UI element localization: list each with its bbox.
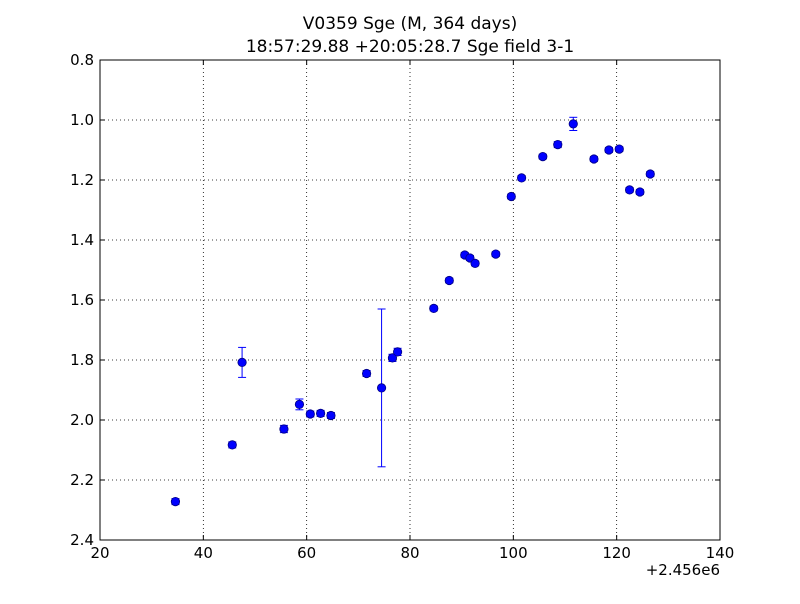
- data-marker: [553, 140, 563, 150]
- data-point: [568, 116, 578, 131]
- data-marker: [614, 144, 624, 154]
- data-marker: [506, 191, 516, 202]
- tick-labels: 20 40 60 80 100 120 140 0.8 1.0 1.2 1.4 1.6 1.8 2.0 2.…: [70, 51, 734, 562]
- x-tick-label: 20: [90, 544, 109, 562]
- data-point: [538, 152, 548, 162]
- y-tick-label: 1.6: [70, 291, 94, 309]
- data-point: [392, 347, 403, 357]
- data-marker: [604, 145, 614, 155]
- x-tick-label: 120: [602, 544, 631, 562]
- data-marker: [361, 368, 372, 379]
- data-point: [361, 368, 372, 379]
- data-points: [170, 116, 655, 507]
- data-marker: [635, 187, 645, 197]
- data-marker: [538, 152, 548, 162]
- data-point: [553, 140, 563, 150]
- data-marker: [624, 185, 635, 195]
- y-tick-label: 2.2: [70, 471, 94, 489]
- y-tick-label: 1.4: [70, 231, 94, 249]
- data-point: [491, 249, 501, 259]
- data-marker: [294, 399, 305, 409]
- x-tick-label: 100: [499, 544, 528, 562]
- data-point: [506, 191, 516, 202]
- data-point: [645, 169, 655, 179]
- data-marker: [305, 409, 315, 419]
- data-marker: [279, 424, 289, 434]
- data-point: [294, 398, 305, 411]
- y-tick-label: 1.0: [70, 111, 94, 129]
- data-point: [614, 144, 624, 154]
- data-marker: [470, 258, 480, 268]
- chart-title: V0359 Sge (M, 364 days): [303, 14, 517, 34]
- y-tick-label: 1.2: [70, 171, 94, 189]
- data-marker: [491, 249, 501, 259]
- axis-ticks: [99, 59, 721, 541]
- data-point: [624, 185, 635, 195]
- data-point: [604, 145, 614, 155]
- data-point: [635, 187, 645, 197]
- data-point: [170, 496, 181, 507]
- data-marker: [516, 173, 527, 183]
- data-point: [237, 346, 247, 378]
- data-point: [326, 410, 336, 421]
- x-tick-label: 40: [194, 544, 213, 562]
- data-marker: [645, 169, 655, 179]
- data-point: [227, 440, 237, 450]
- data-marker: [170, 496, 181, 507]
- y-tick-label: 2.4: [70, 531, 94, 549]
- x-axis-offset-label: +2.456e6: [646, 561, 720, 579]
- x-tick-label: 60: [297, 544, 316, 562]
- y-tick-label: 2.0: [70, 411, 94, 429]
- data-marker: [237, 357, 247, 367]
- data-marker: [444, 275, 454, 286]
- y-tick-label: 1.8: [70, 351, 94, 369]
- data-marker: [326, 410, 336, 421]
- data-marker: [568, 119, 578, 129]
- data-marker: [392, 347, 403, 357]
- data-point: [279, 424, 289, 434]
- data-point: [516, 173, 527, 183]
- data-point: [429, 303, 439, 313]
- data-point: [316, 408, 326, 418]
- data-point: [589, 154, 599, 164]
- data-marker: [589, 154, 599, 164]
- y-tick-label: 0.8: [70, 51, 94, 69]
- data-point: [305, 409, 315, 419]
- data-marker: [227, 440, 237, 450]
- data-marker: [316, 408, 326, 418]
- x-tick-label: 80: [400, 544, 419, 562]
- data-point: [470, 258, 480, 268]
- data-marker: [376, 383, 387, 393]
- data-point: [376, 308, 387, 468]
- data-point: [444, 275, 454, 286]
- chart-subtitle: 18:57:29.88 +20:05:28.7 Sge field 3-1: [246, 37, 574, 57]
- data-marker: [429, 303, 439, 313]
- x-tick-label: 140: [706, 544, 735, 562]
- grid-lines: [100, 60, 720, 540]
